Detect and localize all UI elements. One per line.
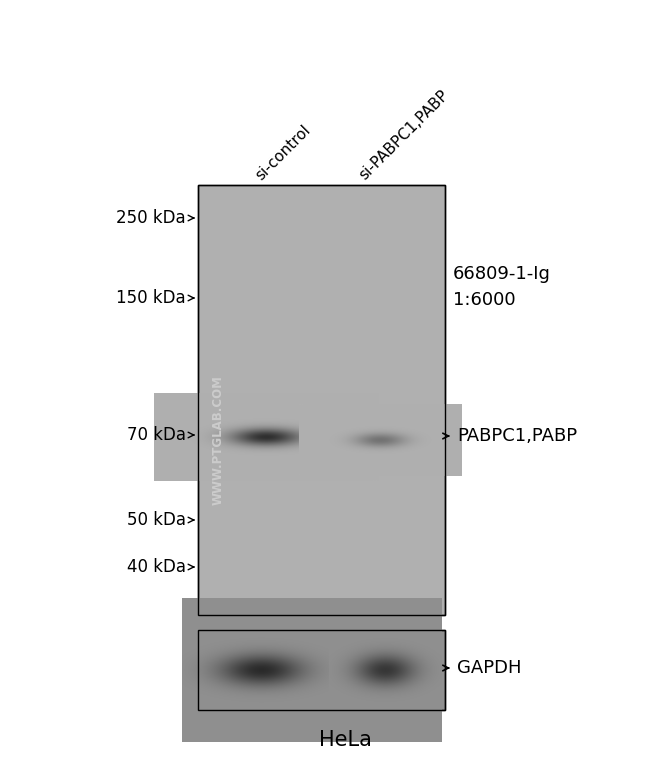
Text: 50 kDa: 50 kDa <box>127 511 186 529</box>
Bar <box>198 185 445 615</box>
Text: 150 kDa: 150 kDa <box>116 289 186 307</box>
Bar <box>198 630 445 710</box>
Text: si-PABPC1,PABP: si-PABPC1,PABP <box>356 88 452 183</box>
Text: si-control: si-control <box>252 122 313 183</box>
Bar <box>198 630 445 710</box>
Text: WWW.PTGLAB.COM: WWW.PTGLAB.COM <box>211 375 224 505</box>
Text: 250 kDa: 250 kDa <box>116 209 186 227</box>
Text: PABPC1,PABP: PABPC1,PABP <box>457 427 577 445</box>
Text: 40 kDa: 40 kDa <box>127 558 186 576</box>
Text: 66809-1-Ig
1:6000: 66809-1-Ig 1:6000 <box>453 265 551 310</box>
Text: HeLa: HeLa <box>318 730 371 750</box>
Text: GAPDH: GAPDH <box>457 659 521 677</box>
Bar <box>198 185 445 615</box>
Text: 70 kDa: 70 kDa <box>127 426 186 444</box>
